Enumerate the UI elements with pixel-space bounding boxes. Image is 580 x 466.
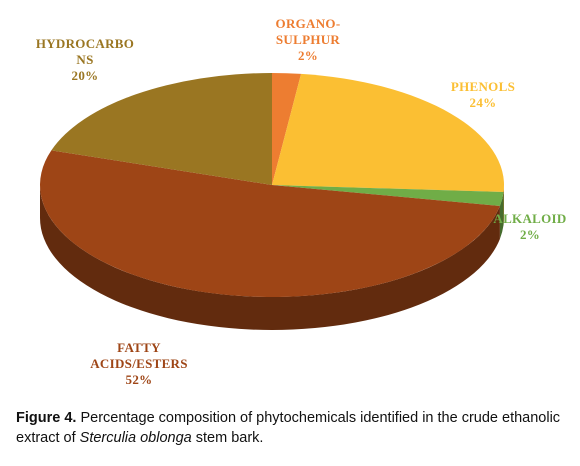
slice-name-label: PHENOLS xyxy=(451,79,515,94)
slice-value-label: 52% xyxy=(126,372,153,387)
caption-text-end: stem bark. xyxy=(191,430,264,446)
slice-label-hydrocarbo-ns: HYDROCARBO NS 20% xyxy=(36,36,134,83)
slice-label-phenols: PHENOLS 24% xyxy=(451,79,515,110)
slice-name-label: ORGANO- xyxy=(276,16,341,31)
slice-value-label: 2% xyxy=(298,48,318,63)
slice-labels: ORGANO-SULPHUR 2%PHENOLS 24%ALKALOID 2%FATT… xyxy=(36,16,566,387)
slice-value-label: 20% xyxy=(72,68,99,83)
slice-name-label: ACIDS/ESTERS xyxy=(90,356,188,371)
slice-value-label: 2% xyxy=(520,227,540,242)
caption-figure-label: Figure 4. xyxy=(16,410,77,426)
caption-species: Sterculia oblonga xyxy=(79,430,192,446)
slice-name-label: FATTY xyxy=(117,340,161,355)
slice-organo-sulphur xyxy=(272,73,302,185)
slice-phenols xyxy=(272,73,504,193)
slice-label-fatty-acids-esters: FATTY ACIDS/ESTERS 52% xyxy=(90,340,188,387)
slice-alkaloid xyxy=(272,185,504,206)
slice-side-alkaloid xyxy=(499,192,504,239)
pie-chart: ORGANO-SULPHUR 2%PHENOLS 24%ALKALOID 2%FATT… xyxy=(36,16,566,387)
pie-slices xyxy=(39,73,504,298)
slice-hydrocarbo-ns xyxy=(51,73,272,185)
slice-name-label: SULPHUR xyxy=(276,32,341,47)
slice-name-label: HYDROCARBO xyxy=(36,36,134,51)
slice-side-fatty-acids-esters xyxy=(40,185,500,330)
slice-name-label: ALKALOID xyxy=(493,211,566,226)
pie-side-walls xyxy=(40,185,504,330)
figure-caption: Figure 4. Percentage composition of phyt… xyxy=(16,408,568,448)
slice-label-alkaloid: ALKALOID 2% xyxy=(493,211,566,242)
caption-text: Percentage composition of phytochemicals… xyxy=(16,410,561,446)
slice-value-label: 24% xyxy=(470,95,497,110)
slice-name-label: NS xyxy=(76,52,93,67)
slice-fatty-acids-esters xyxy=(39,150,500,298)
slice-label-organo-sulphur: ORGANO-SULPHUR 2% xyxy=(276,16,341,63)
